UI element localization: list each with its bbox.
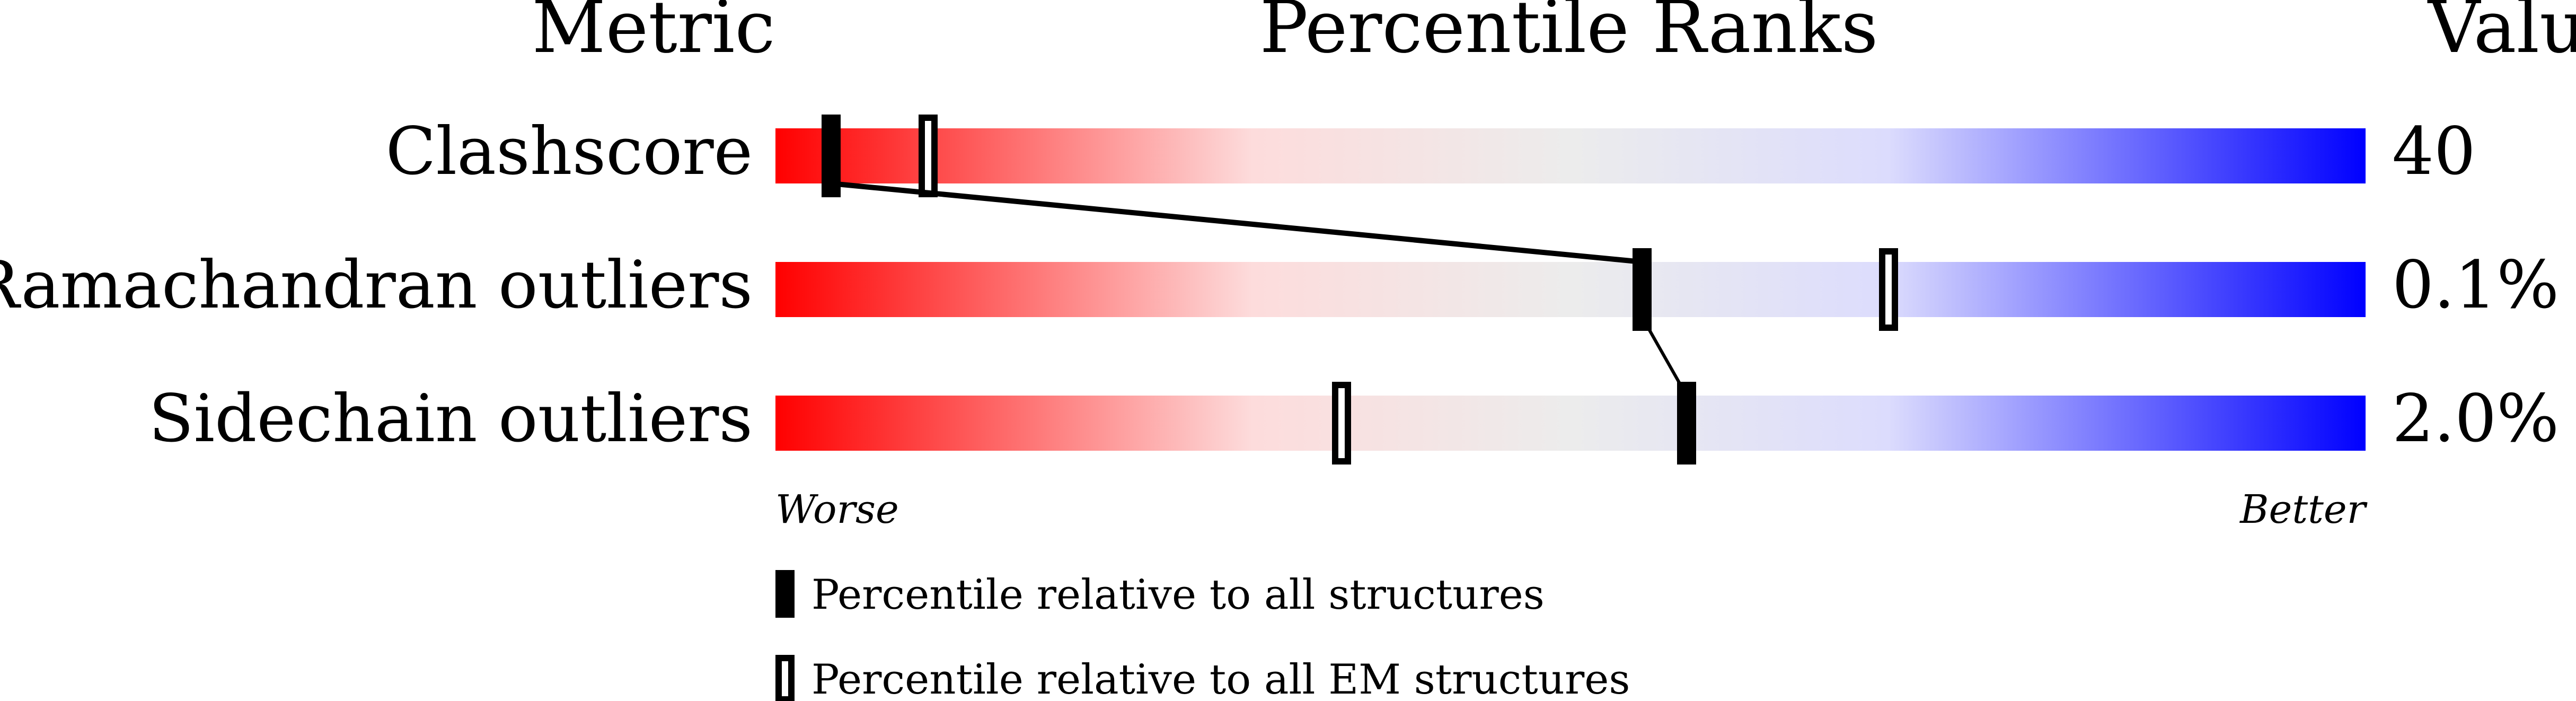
metric-value: 2.0% — [2392, 381, 2559, 457]
metric-label: Clashscore — [386, 113, 753, 190]
percentile-bar — [775, 396, 2366, 451]
connector-line — [1640, 316, 1688, 397]
marker-em-percentile — [1879, 248, 1898, 331]
marker-em-percentile — [1332, 382, 1351, 465]
legend-open-marker — [775, 655, 795, 701]
metric-label: Ramachandran outliers — [0, 247, 753, 323]
header-value: Value — [2427, 0, 2576, 69]
percentile-bar — [775, 262, 2366, 317]
legend-label-all: Percentile relative to all structures — [811, 571, 1545, 619]
metric-value: 40 — [2392, 113, 2476, 190]
connector-line — [831, 181, 1643, 265]
percentile-bar — [775, 128, 2366, 183]
legend-label-em: Percentile relative to all EM structures — [811, 656, 1630, 701]
metric-label: Sidechain outliers — [149, 381, 753, 457]
header-percentile-ranks: Percentile Ranks — [1260, 0, 1878, 69]
header-metric: Metric — [532, 0, 775, 69]
metric-value: 0.1% — [2392, 247, 2559, 323]
axis-label-better: Better — [2239, 487, 2368, 532]
marker-em-percentile — [919, 115, 938, 197]
legend-filled-marker — [775, 570, 795, 618]
axis-label-worse: Worse — [775, 487, 899, 532]
